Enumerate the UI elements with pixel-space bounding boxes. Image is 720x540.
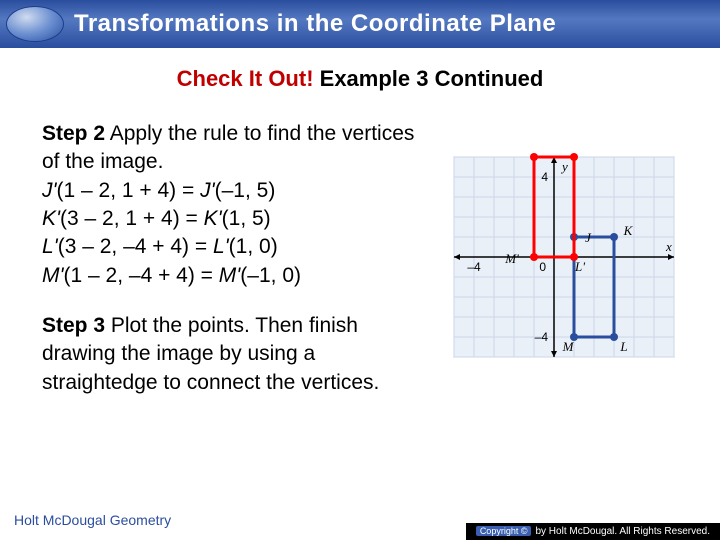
svg-text:M: M [562,339,575,354]
footer-left: Holt McDougal Geometry [14,512,171,528]
footer-right: Copyright ©by Holt McDougal. All Rights … [466,523,720,540]
svg-text:J': J' [524,152,533,154]
subtitle-rest: Example 3 Continued [314,66,544,91]
svg-text:0: 0 [539,260,546,274]
step3-label: Step 3 [42,314,105,337]
svg-text:x: x [665,239,672,254]
svg-text:–4: –4 [535,330,549,344]
step2-lines: J'(1 – 2, 1 + 4) = J'(–1, 5)K'(3 – 2, 1 … [42,177,436,290]
svg-text:M': M' [504,251,519,266]
coordinate-graph: –44–40xyJKLMJ'K'L'M' [450,152,678,362]
vertex-line: L'(3 – 2, –4 + 4) = L'(1, 0) [42,233,436,261]
svg-text:L': L' [574,259,585,274]
rights-text: by Holt McDougal. All Rights Reserved. [535,526,710,537]
step2-block: Step 2 Apply the rule to find the vertic… [42,120,436,177]
vertex-line: M'(1 – 2, –4 + 4) = M'(–1, 0) [42,262,436,290]
header-oval-icon [6,6,64,42]
graph-column: –44–40xyJKLMJ'K'L'M' [450,152,678,397]
header: Transformations in the Coordinate Plane [0,0,720,48]
copyright-badge: Copyright © [476,526,532,536]
svg-text:K: K [623,223,634,238]
svg-text:K': K' [585,152,598,154]
svg-text:–4: –4 [467,260,481,274]
page-title: Transformations in the Coordinate Plane [74,10,556,38]
svg-text:L: L [619,339,627,354]
content: Step 2 Apply the rule to find the vertic… [0,92,720,397]
vertex-line: J'(1 – 2, 1 + 4) = J'(–1, 5) [42,177,436,205]
subtitle-check: Check It Out! [177,66,314,91]
step3-block: Step 3 Plot the points. Then finish draw… [42,312,382,397]
svg-text:4: 4 [541,170,548,184]
vertex-line: K'(3 – 2, 1 + 4) = K'(1, 5) [42,205,436,233]
svg-text:y: y [560,159,568,174]
step2-label: Step 2 [42,122,105,145]
subtitle: Check It Out! Example 3 Continued [0,66,720,92]
